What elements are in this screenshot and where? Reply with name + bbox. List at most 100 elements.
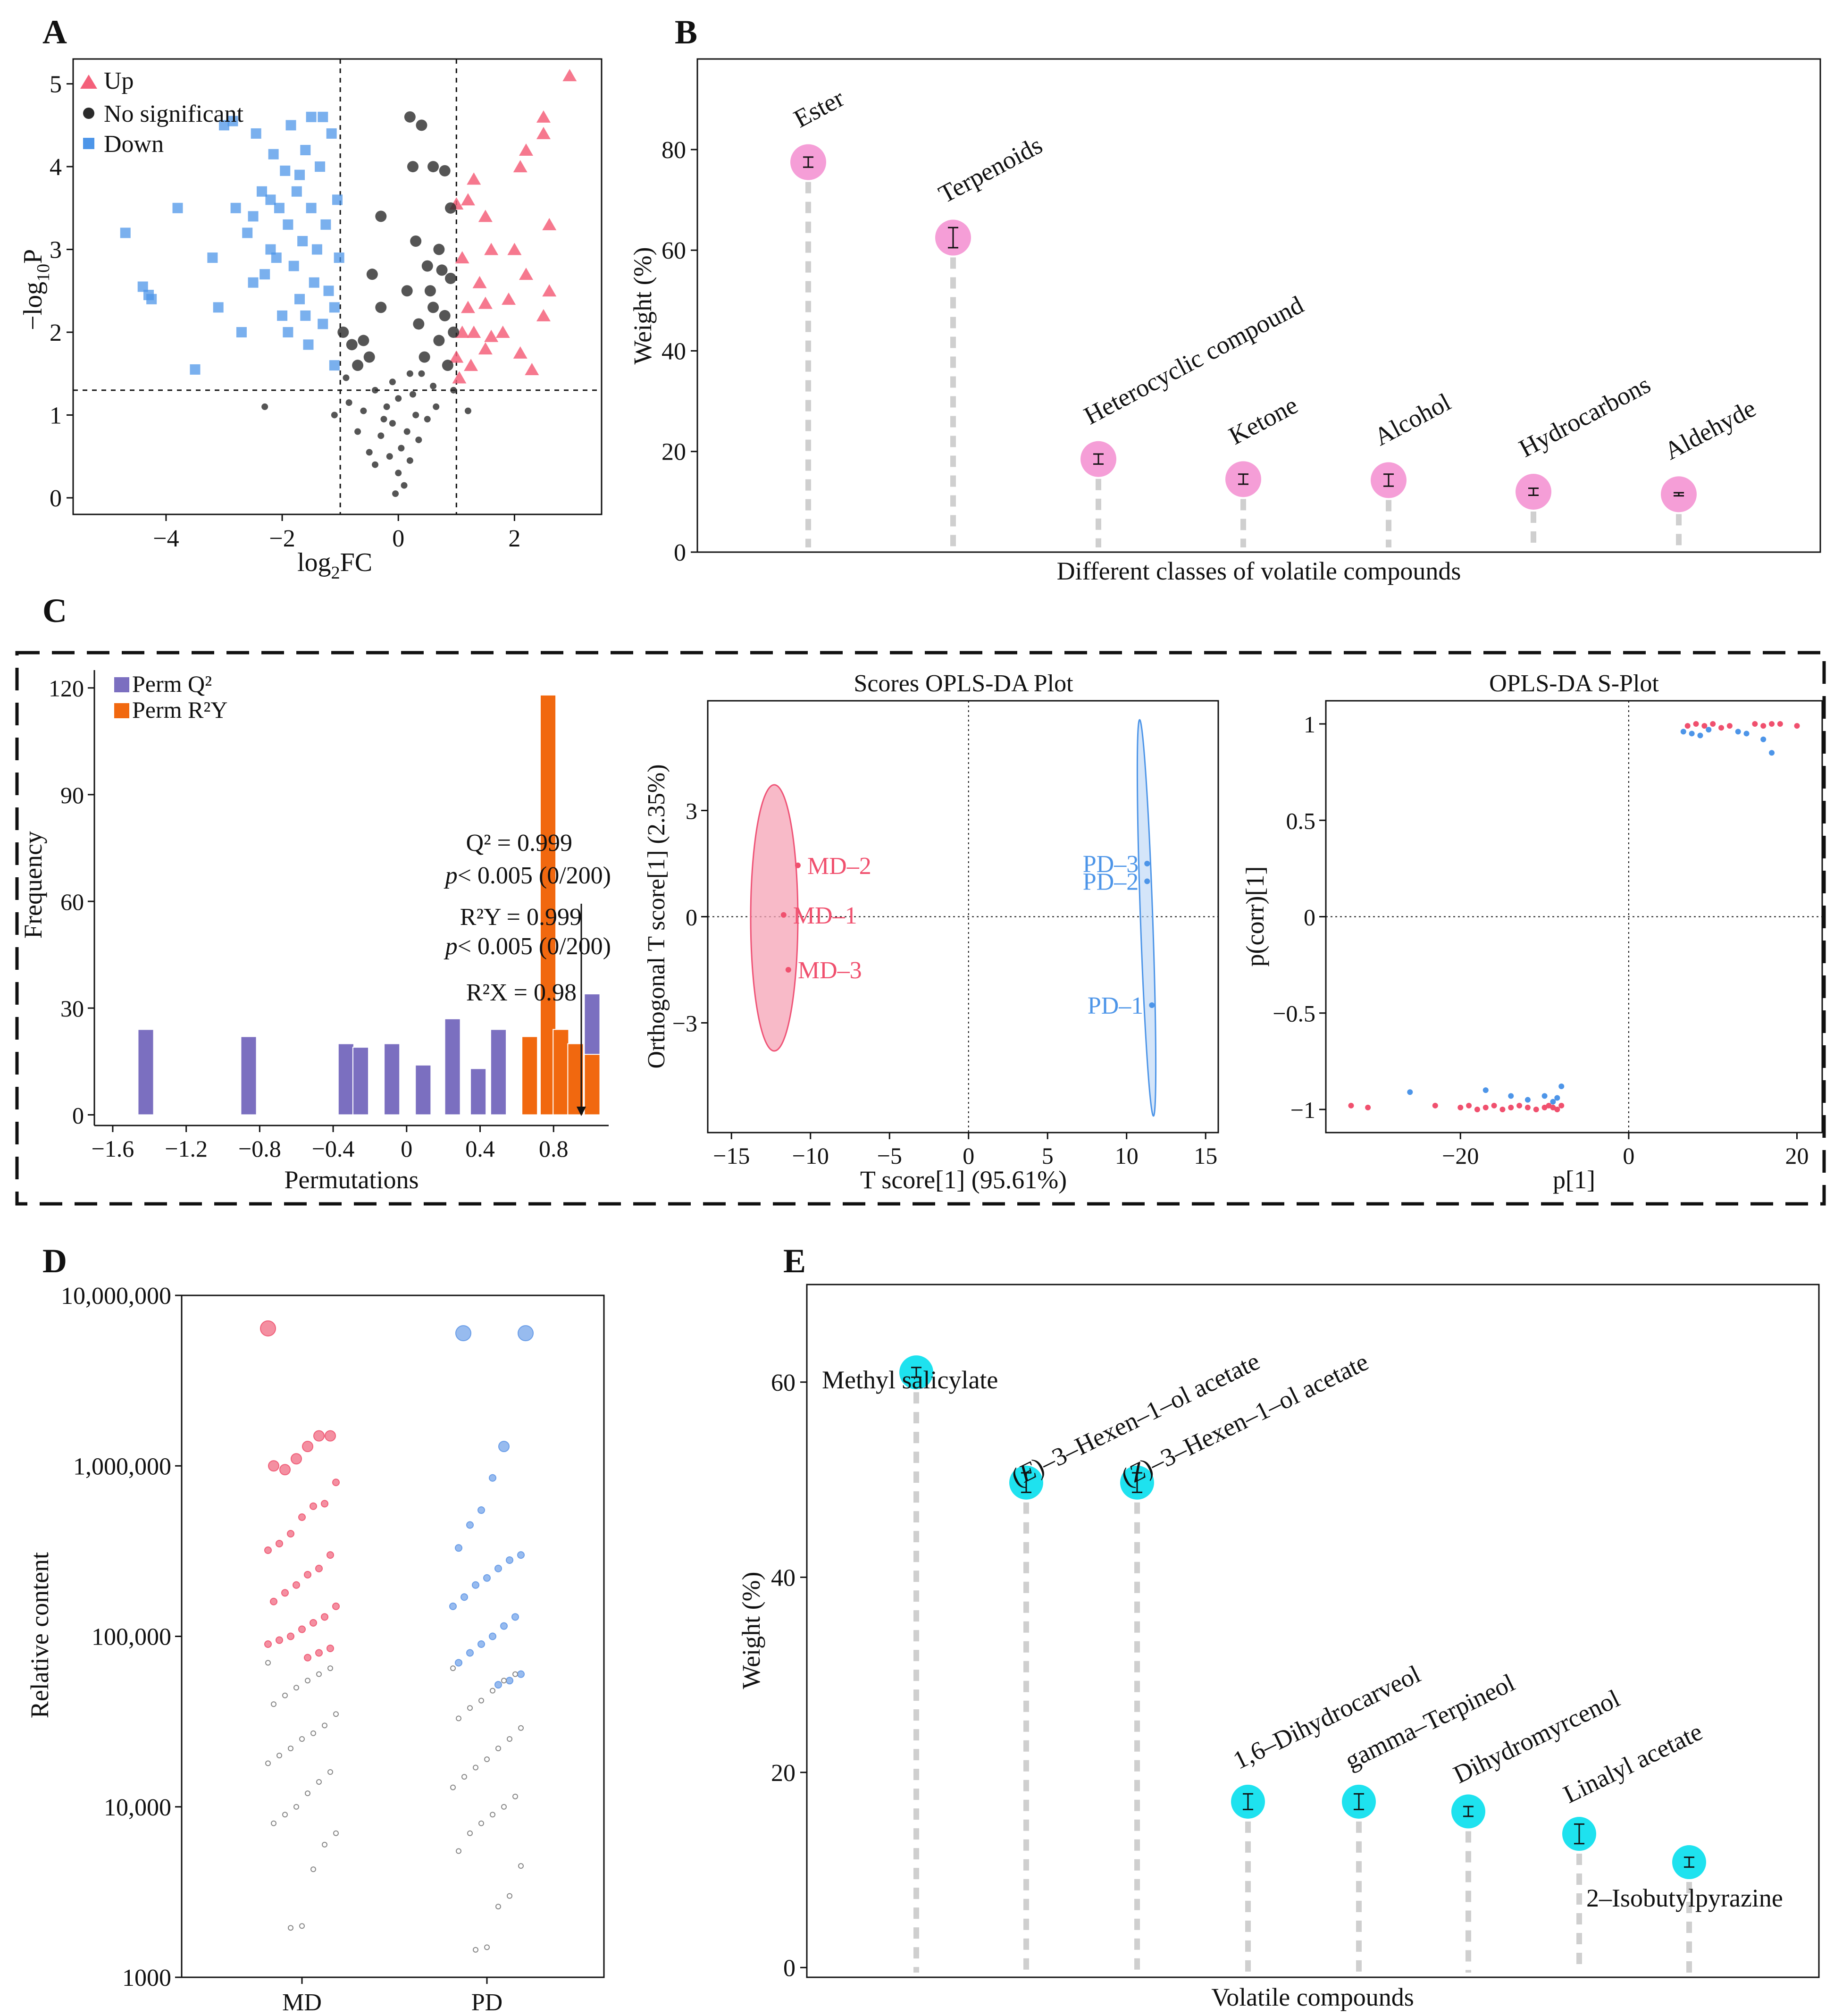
legend-down-label: Down: [104, 131, 164, 158]
a-point-down: [294, 169, 305, 180]
c3-point: [1558, 1102, 1565, 1109]
c3-point: [1558, 1083, 1565, 1089]
d-point: [450, 1665, 456, 1672]
a-point-down: [297, 236, 308, 246]
panel-b-xlabel: Different classes of volatile compounds: [1057, 557, 1461, 585]
d-point: [291, 1453, 302, 1465]
a-point-down: [329, 302, 340, 313]
d-point: [321, 1613, 328, 1621]
d-point: [490, 1688, 495, 1694]
d-point: [517, 1670, 525, 1678]
d-point: [467, 1830, 473, 1836]
c1-ytick-label: 30: [60, 995, 84, 1022]
a-point-ns: [375, 210, 387, 222]
a-point-ns: [427, 302, 439, 313]
d-point: [315, 1649, 323, 1657]
panel-c1-permutation-histogram: −1.6 −1.2 −0.8 −0.4 0 0.4 0.8 0 30 60 90 120 Perm Q…: [19, 670, 611, 1194]
c1-bar: [137, 1029, 154, 1116]
d-point: [332, 1478, 340, 1487]
a-point-up: [455, 326, 469, 338]
c1-r2y-p-value: < 0.005 (0/200): [458, 933, 611, 960]
c2-xtick-label: 15: [1194, 1142, 1217, 1169]
d-ytick-label: 10,000: [104, 1794, 171, 1821]
d-point: [282, 1692, 288, 1698]
d-point: [293, 1685, 299, 1691]
c3-point: [1701, 723, 1708, 729]
a-point-down: [309, 277, 319, 288]
b-category-terpenoids: Terpenoids: [934, 131, 1047, 209]
a-point-ns: [331, 412, 338, 419]
c1-bar: [444, 1018, 461, 1116]
c3-point: [1491, 1102, 1497, 1109]
a-point-up: [525, 362, 539, 375]
a-point-up: [449, 350, 464, 363]
c3-point: [1706, 727, 1712, 733]
c1-bar: [521, 1036, 538, 1116]
a-point-up: [562, 69, 577, 82]
d-point: [518, 1863, 524, 1869]
a-point-ns: [430, 383, 437, 390]
a-point-down: [230, 202, 241, 213]
a-point-down: [265, 244, 276, 255]
panel-b-category-labels: Ester Terpenoids Heterocyclic compound K…: [789, 84, 1760, 465]
a-point-up: [502, 292, 516, 305]
d-point: [327, 1665, 333, 1672]
a-point-down: [213, 302, 224, 313]
e-ytick-label: 60: [771, 1369, 796, 1396]
panel-a-ticks: −4 −2 0 2 0 1 2 3 4 5: [50, 71, 520, 552]
a-xlabel-tail: FC: [340, 548, 373, 577]
a-point-ns: [389, 378, 396, 386]
panel-a-points: [120, 69, 577, 497]
c3-xtick-label: −20: [1442, 1142, 1479, 1169]
c1-ylabel: Frequency: [19, 831, 47, 939]
d-point: [325, 1430, 336, 1442]
d-point: [501, 1678, 507, 1684]
c3-ytick-label: −1: [1290, 1097, 1315, 1123]
panel-b-frame: [696, 58, 1821, 553]
c3-point: [1499, 1106, 1506, 1112]
panel-d-points: [260, 1320, 534, 1953]
d-point: [316, 1671, 322, 1677]
d-point: [333, 1711, 339, 1717]
c3-point: [1516, 1102, 1523, 1109]
a-point-down: [306, 111, 317, 122]
a-point-down: [251, 128, 261, 139]
d-point: [310, 1502, 317, 1510]
c3-point: [1524, 1104, 1531, 1110]
c1-r2y-p-text: p< 0.005 (0/200): [444, 933, 611, 960]
a-point-up: [464, 359, 478, 371]
d-point: [455, 1659, 462, 1667]
a-point-ns: [372, 386, 378, 394]
d-point: [293, 1804, 299, 1810]
a-point-down: [291, 186, 302, 197]
c3-xlabel: p[1]: [1553, 1166, 1595, 1194]
a-point-ns: [343, 374, 350, 381]
a-xtick-label: −2: [269, 525, 295, 552]
d-point: [484, 1944, 490, 1950]
c1-r2y-text: R²Y = 0.999: [460, 904, 582, 931]
c1-xtick-label: 0.8: [539, 1135, 569, 1162]
d-point: [279, 1464, 291, 1476]
c3-point: [1457, 1104, 1464, 1110]
a-point-ns: [439, 310, 451, 321]
legend-up-label: Up: [104, 67, 134, 94]
c1-ytick-label: 120: [49, 675, 84, 702]
c1-ytick-label: 90: [60, 782, 84, 808]
c1-xtick-label: −1.6: [92, 1135, 134, 1162]
d-point: [494, 1564, 502, 1572]
d-point: [512, 1671, 518, 1677]
c3-point: [1689, 731, 1695, 737]
a-point-down: [332, 194, 343, 205]
legend-ns-label: No significant: [104, 101, 244, 127]
panel-e-ticks: 0 20 40 60: [771, 1369, 807, 1982]
d-point: [288, 1746, 293, 1752]
c1-bar: [240, 1036, 257, 1116]
c3-frame: [1325, 700, 1823, 1134]
panel-b-lollipops: [790, 144, 1697, 547]
a-point-up: [478, 210, 493, 222]
a-point-down: [265, 194, 276, 205]
c1-bar: [415, 1064, 432, 1116]
d-point: [265, 1760, 271, 1766]
a-point-ns: [427, 161, 439, 173]
d-point: [472, 1581, 479, 1589]
